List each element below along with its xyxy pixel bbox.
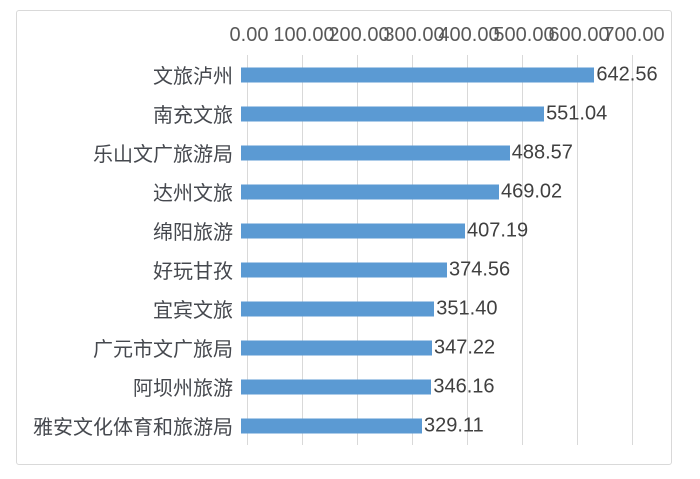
plot-area xyxy=(247,55,634,445)
category-label: 广元市文广旅局 xyxy=(93,339,233,361)
category-label: 南充文旅 xyxy=(153,105,233,127)
bar-track: 407.19 xyxy=(240,211,671,250)
value-label: 374.56 xyxy=(449,258,511,280)
bar-track: 488.57 xyxy=(240,133,671,172)
gridline xyxy=(632,55,633,445)
bar-row: 好玩甘孜 374.56 xyxy=(17,250,671,289)
axis-tick-label: 600.00 xyxy=(548,24,610,46)
axis-tick-label: 0.00 xyxy=(229,24,269,46)
bar-track: 469.02 xyxy=(240,172,671,211)
gridline xyxy=(467,55,468,445)
bar-row: 乐山文广旅游局 488.57 xyxy=(17,133,671,172)
bar-rows: 文旅泸州 642.56 南充文旅 551.04 乐山文广旅游局 488.57 达州文旅 469… xyxy=(17,55,671,445)
gridline xyxy=(247,55,248,445)
bar-track: 351.40 xyxy=(240,289,671,328)
gridline xyxy=(357,55,358,445)
value-label: 642.56 xyxy=(596,63,658,85)
value-label: 469.02 xyxy=(500,180,563,202)
gridline xyxy=(522,55,523,445)
axis-tick-label: 400.00 xyxy=(438,24,500,46)
value-label: 347.22 xyxy=(433,336,496,358)
bar-row: 阿坝州旅游 346.16 xyxy=(17,367,671,406)
bar-track: 347.22 xyxy=(240,328,671,367)
bar-chart: 0.00 100.00 200.00 300.00 400.00 500.00 600.00… xyxy=(16,10,672,465)
category-label: 绵阳旅游 xyxy=(153,222,233,244)
bar xyxy=(241,379,432,394)
value-label: 551.04 xyxy=(546,102,608,124)
bar-row: 宜宾文旅 351.40 xyxy=(17,289,671,328)
bar xyxy=(241,184,499,199)
bar-row: 广元市文广旅局 347.22 xyxy=(17,328,671,367)
bar-track: 346.16 xyxy=(240,367,671,406)
bar-track: 329.11 xyxy=(240,406,671,445)
x-axis: 0.00 100.00 200.00 300.00 400.00 500.00 600.00… xyxy=(17,25,671,47)
bar xyxy=(241,106,545,121)
gridline xyxy=(577,55,578,445)
bar-row: 达州文旅 469.02 xyxy=(17,172,671,211)
bar xyxy=(241,67,595,82)
bar xyxy=(241,301,435,316)
bar xyxy=(241,145,510,160)
gridline xyxy=(302,55,303,445)
axis-tick-label: 500.00 xyxy=(493,24,555,46)
value-label: 329.11 xyxy=(424,414,484,436)
bar-track: 551.04 xyxy=(240,94,671,133)
bar-track: 642.56 xyxy=(240,55,671,94)
axis-tick-label: 200.00 xyxy=(328,24,390,46)
category-label: 阿坝州旅游 xyxy=(133,378,233,400)
bar xyxy=(241,223,465,238)
value-label: 488.57 xyxy=(511,141,573,163)
category-label: 好玩甘孜 xyxy=(153,261,233,283)
bar-track: 374.56 xyxy=(240,250,671,289)
gridline xyxy=(412,55,413,445)
value-label: 351.40 xyxy=(436,297,498,319)
value-label: 346.16 xyxy=(433,375,495,397)
bar xyxy=(241,418,422,433)
category-label: 雅安文化体育和旅游局 xyxy=(33,417,233,439)
bar-row: 雅安文化体育和旅游局 329.11 xyxy=(17,406,671,445)
axis-tick-label: 100.00 xyxy=(273,24,335,46)
category-label: 文旅泸州 xyxy=(153,66,233,88)
category-label: 乐山文广旅游局 xyxy=(93,144,233,166)
category-label: 达州文旅 xyxy=(153,183,233,205)
category-label: 宜宾文旅 xyxy=(153,300,233,322)
bar-row: 文旅泸州 642.56 xyxy=(17,55,671,94)
bar-row: 南充文旅 551.04 xyxy=(17,94,671,133)
axis-tick-label: 300.00 xyxy=(383,24,445,46)
bar xyxy=(241,262,447,277)
bar-row: 绵阳旅游 407.19 xyxy=(17,211,671,250)
axis-tick-label: 700.00 xyxy=(603,24,665,46)
bar xyxy=(241,340,432,355)
value-label: 407.19 xyxy=(466,219,529,241)
